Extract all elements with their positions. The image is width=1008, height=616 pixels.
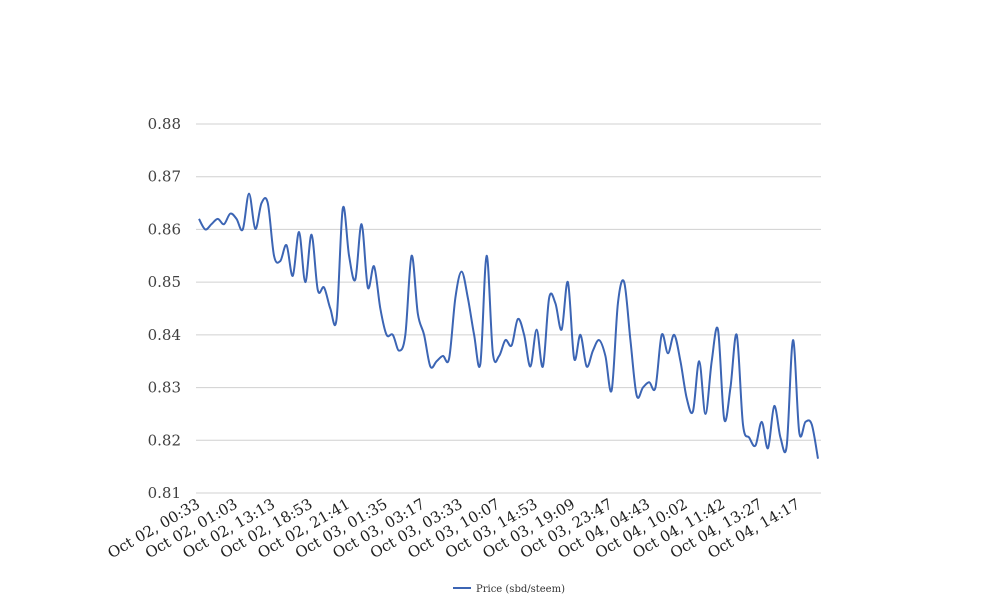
y-axis-tick-labels: 0.81 0.82 0.83 0.84 0.85 0.86 0.87 0.88	[148, 115, 181, 502]
y-tick-label: 0.87	[148, 168, 181, 186]
y-tick-label: 0.83	[148, 379, 181, 397]
y-tick-label: 0.88	[148, 115, 181, 133]
legend: Price (sbd/steem)	[453, 584, 565, 595]
series-line-price	[198, 192, 819, 459]
series-layer	[198, 192, 819, 459]
y-tick-label: 0.86	[148, 220, 181, 238]
y-tick-label: 0.82	[148, 431, 181, 449]
y-tick-label: 0.81	[148, 484, 181, 502]
y-tick-label: 0.85	[148, 273, 181, 291]
gridlines	[196, 123, 821, 494]
legend-label: Price (sbd/steem)	[476, 584, 565, 595]
y-tick-label: 0.84	[148, 326, 181, 344]
